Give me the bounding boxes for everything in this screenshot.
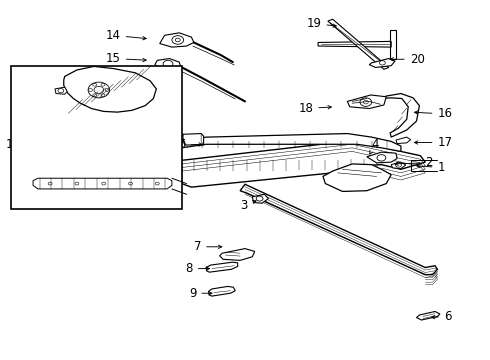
Polygon shape: [208, 287, 235, 296]
Text: 12: 12: [26, 113, 61, 126]
Text: 10: 10: [5, 138, 21, 151]
Text: 7: 7: [194, 240, 221, 253]
Text: 20: 20: [390, 53, 424, 66]
Polygon shape: [182, 134, 203, 145]
Polygon shape: [328, 19, 389, 69]
Polygon shape: [155, 59, 181, 69]
Text: 14: 14: [106, 29, 146, 42]
Polygon shape: [55, 87, 67, 94]
Polygon shape: [369, 59, 395, 67]
Text: 13: 13: [146, 95, 177, 108]
Text: 4: 4: [370, 138, 379, 154]
Polygon shape: [206, 262, 238, 272]
Polygon shape: [252, 194, 269, 203]
Text: 11: 11: [26, 181, 63, 194]
Polygon shape: [323, 164, 391, 192]
Polygon shape: [160, 33, 194, 47]
Text: 8: 8: [186, 262, 210, 275]
Polygon shape: [367, 152, 397, 163]
Text: 17: 17: [415, 136, 452, 149]
Polygon shape: [396, 137, 411, 144]
Polygon shape: [391, 162, 406, 168]
Text: 5: 5: [178, 139, 202, 152]
Polygon shape: [416, 311, 440, 320]
Text: 15: 15: [106, 52, 146, 65]
Text: 16: 16: [415, 107, 452, 120]
Text: 1: 1: [417, 161, 445, 174]
Polygon shape: [380, 94, 419, 137]
Polygon shape: [318, 41, 391, 47]
Bar: [390, 30, 396, 59]
Text: 3: 3: [240, 198, 256, 212]
Polygon shape: [33, 178, 172, 189]
Text: 18: 18: [298, 102, 331, 115]
Polygon shape: [174, 134, 401, 152]
Text: 2: 2: [395, 156, 433, 169]
Polygon shape: [182, 141, 425, 187]
Text: 6: 6: [432, 310, 451, 323]
Polygon shape: [240, 184, 438, 275]
Polygon shape: [64, 66, 156, 112]
Polygon shape: [220, 249, 255, 260]
Text: 19: 19: [306, 17, 336, 30]
Bar: [11, 66, 182, 208]
Text: 9: 9: [189, 287, 212, 300]
Polygon shape: [347, 95, 386, 109]
